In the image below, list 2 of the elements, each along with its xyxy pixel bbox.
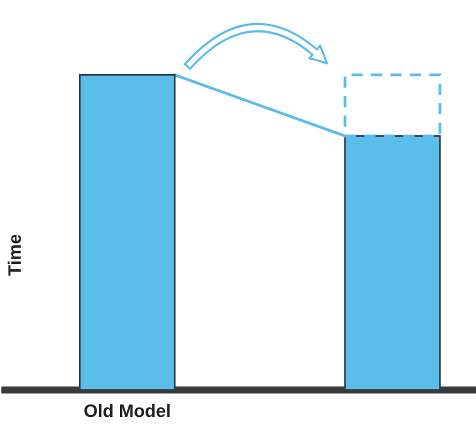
x-tick-label: Old Model	[84, 404, 170, 418]
y-axis-title: Time	[8, 234, 21, 276]
